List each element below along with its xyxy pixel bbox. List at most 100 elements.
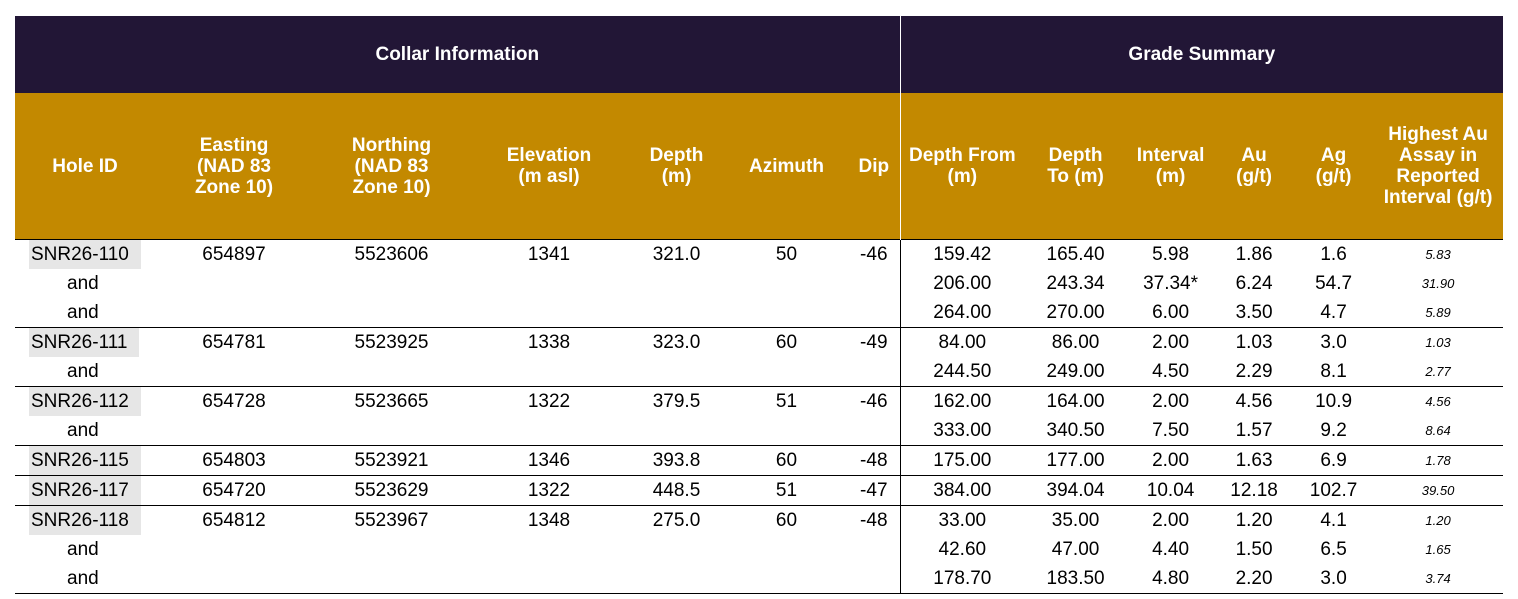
- cell-easting: 654812: [155, 505, 313, 535]
- col-header-depth: Depth (m): [628, 93, 725, 240]
- cell-depth-from: 159.42: [900, 239, 1025, 269]
- column-header-row: Hole ID Easting (NAD 83 Zone 10) Northin…: [15, 93, 1504, 240]
- cell-azimuth: 51: [725, 475, 848, 506]
- table-body: SNR26-110 654897 5523606 1341 321.0 50 -46 159.…: [15, 239, 1504, 594]
- table-row: SNR26-112 654728 5523665 1322 379.5 51 -46 162.…: [15, 386, 1504, 416]
- table-header: Collar Information Grade Summary Hole ID…: [15, 16, 1504, 240]
- table-row: and 333.00 340.50 7.50 1.57 9.2 8.64: [15, 416, 1503, 446]
- cell-hole-id: SNR26-111: [15, 327, 155, 357]
- cell-au: 4.56: [1214, 386, 1295, 416]
- cell-ag: 10.9: [1294, 386, 1374, 416]
- drill-results-table-container: Collar Information Grade Summary Hole ID…: [15, 16, 1504, 594]
- table-row: and 244.50 249.00 4.50 2.29 8.1 2.77: [15, 357, 1503, 387]
- cell-elevation: 1346: [470, 445, 628, 476]
- cell-depth-to: 270.00: [1046, 302, 1105, 323]
- cell-easting: 654781: [155, 327, 313, 357]
- cell-depth-from: 244.50: [933, 361, 992, 382]
- cell-hole-id: SNR26-117: [15, 475, 155, 506]
- cell-dip: [848, 298, 901, 328]
- cell-azimuth: 51: [725, 386, 848, 416]
- cell-depth-from: 84.00: [900, 327, 1025, 357]
- cell-hole-id: and: [67, 420, 99, 441]
- cell-easting: [155, 564, 313, 594]
- cell-interval: 4.80: [1127, 564, 1215, 594]
- table-row: and 42.60 47.00 4.40 1.50 6.5 1.65: [15, 535, 1503, 564]
- cell-interval: 2.00: [1127, 505, 1215, 535]
- cell-au: 2.29: [1235, 361, 1273, 382]
- cell-depth-from: 384.00: [900, 475, 1025, 506]
- cell-interval: 7.50: [1152, 420, 1190, 441]
- cell-ag: 4.1: [1294, 505, 1374, 535]
- cell-interval: 4.50: [1152, 361, 1190, 382]
- cell-depth: [628, 535, 725, 564]
- cell-dip: -48: [848, 445, 901, 476]
- cell-depth-from: 206.00: [933, 273, 992, 294]
- cell-ag: 6.5: [1320, 539, 1347, 560]
- cell-easting: 654803: [155, 445, 313, 476]
- cell-azimuth: 60: [725, 327, 848, 357]
- cell-azimuth: [725, 269, 848, 298]
- col-header-interval: Interval (m): [1127, 93, 1215, 240]
- col-header-elevation: Elevation (m asl): [470, 93, 628, 240]
- cell-dip: -46: [848, 386, 901, 416]
- cell-dip: -46: [848, 239, 901, 269]
- cell-ag: 102.7: [1294, 475, 1374, 506]
- cell-depth-from: 33.00: [900, 505, 1025, 535]
- cell-interval: 5.98: [1127, 239, 1215, 269]
- cell-depth: [628, 298, 725, 328]
- cell-depth-from: 333.00: [933, 420, 992, 441]
- cell-depth-from: 264.00: [933, 302, 992, 323]
- hole-id-label: SNR26-111: [29, 328, 140, 357]
- cell-depth: 393.8: [628, 445, 725, 476]
- cell-interval: 4.40: [1152, 539, 1190, 560]
- cell-easting: [155, 535, 313, 564]
- cell-northing: [313, 269, 470, 298]
- table-row: SNR26-115 654803 5523921 1346 393.8 60 -48 175.…: [15, 445, 1504, 476]
- col-header-northing: Northing (NAD 83 Zone 10): [313, 93, 470, 240]
- cell-ag: 4.7: [1320, 302, 1347, 323]
- cell-depth: [628, 416, 725, 446]
- cell-elevation: 1341: [470, 239, 628, 269]
- cell-northing: [313, 416, 470, 446]
- table-row: and 206.00 243.34 37.34* 6.24 54.7 31.90: [15, 269, 1503, 298]
- cell-highest-au-assay: 1.03: [1373, 327, 1504, 357]
- cell-elevation: 1322: [470, 386, 628, 416]
- col-header-hole-id: Hole ID: [15, 93, 155, 240]
- cell-northing: 5523967: [313, 505, 470, 535]
- cell-hole-id: and: [67, 302, 99, 323]
- cell-hole-id: and: [67, 273, 99, 294]
- cell-au: 1.63: [1214, 445, 1295, 476]
- col-header-azimuth: Azimuth: [725, 93, 848, 240]
- cell-hole-id: SNR26-115: [15, 445, 155, 476]
- table-row: SNR26-118 654812 5523967 1348 275.0 60 -48 33.0…: [15, 505, 1504, 535]
- cell-northing: [313, 535, 470, 564]
- cell-depth-to: 35.00: [1024, 505, 1128, 535]
- hole-id-label: SNR26-117: [29, 476, 141, 505]
- grade-summary-header: Grade Summary: [900, 16, 1504, 93]
- cell-au: 1.03: [1214, 327, 1295, 357]
- table-row: SNR26-111 654781 5523925 1338 323.0 60 -49 84.0…: [15, 327, 1504, 357]
- cell-highest-au-assay: 3.74: [1373, 564, 1504, 594]
- cell-highest-au-assay: 1.78: [1373, 445, 1504, 476]
- cell-dip: [848, 269, 901, 298]
- cell-depth: [628, 269, 725, 298]
- cell-ag: 54.7: [1315, 273, 1353, 294]
- cell-highest-au-assay: 1.20: [1373, 505, 1504, 535]
- cell-au: 1.57: [1235, 420, 1273, 441]
- cell-au: 1.50: [1235, 539, 1273, 560]
- cell-dip: -47: [848, 475, 901, 506]
- cell-highest-au-assay: 31.90: [1421, 276, 1455, 291]
- cell-elevation: [470, 564, 628, 594]
- cell-elevation: 1338: [470, 327, 628, 357]
- table-row: and 264.00 270.00 6.00 3.50 4.7 5.89: [15, 298, 1503, 328]
- cell-hole-id: SNR26-110: [15, 239, 155, 269]
- cell-highest-au-assay: 2.77: [1425, 364, 1451, 379]
- cell-depth: 379.5: [628, 386, 725, 416]
- cell-depth-from: 175.00: [900, 445, 1025, 476]
- cell-elevation: [470, 298, 628, 328]
- cell-elevation: [470, 357, 628, 387]
- cell-dip: -48: [848, 505, 901, 535]
- cell-hole-id: and: [15, 564, 155, 594]
- cell-depth: 323.0: [628, 327, 725, 357]
- cell-azimuth: 60: [725, 505, 848, 535]
